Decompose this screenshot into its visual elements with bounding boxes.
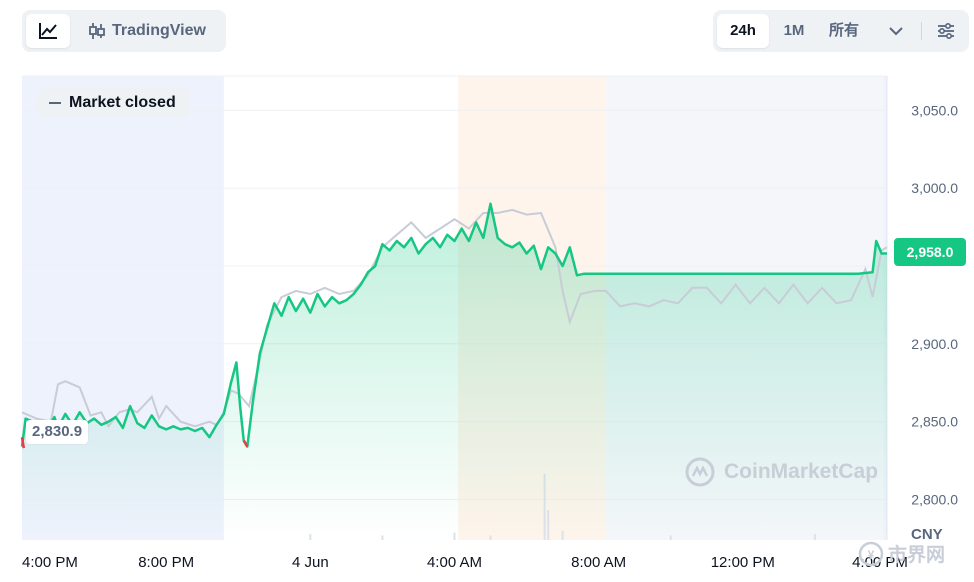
range-1m-button[interactable]: 1M xyxy=(783,22,805,39)
market-status-text: Market closed xyxy=(69,94,176,111)
coin-logo-icon: ¥ xyxy=(858,541,884,566)
y-tick-label: 3,000.0 xyxy=(911,180,958,196)
dash-icon xyxy=(49,102,61,104)
coinmarketcap-logo-icon xyxy=(685,457,715,487)
sliders-icon[interactable] xyxy=(933,18,959,44)
comparison-line xyxy=(21,208,888,429)
range-24h-button[interactable]: 24h xyxy=(717,14,769,48)
watermark-text: CoinMarketCap xyxy=(724,460,879,483)
market-status-badge: Market closed xyxy=(37,88,190,118)
time-range-toolbar: 24h 1M 所有 xyxy=(713,10,969,52)
svg-text:¥: ¥ xyxy=(868,548,875,562)
x-tick-label: 4:00 PM xyxy=(22,554,78,571)
toolbar-divider xyxy=(921,22,922,40)
line-chart-icon xyxy=(39,23,57,39)
x-tick-label: 4 Jun xyxy=(292,554,329,571)
corner-logo-text: 市界网 xyxy=(888,545,946,566)
x-tick-label: 4:00 AM xyxy=(427,554,482,571)
currency-label: CNY xyxy=(911,526,943,543)
price-line-down-segment xyxy=(20,437,26,449)
x-tick-label: 8:00 AM xyxy=(571,554,626,571)
price-line xyxy=(20,202,887,448)
x-tick-label: 8:00 PM xyxy=(138,554,194,571)
price-line-down-segment xyxy=(242,439,249,448)
y-tick-label: 3,050.0 xyxy=(911,102,958,118)
candlestick-icon xyxy=(89,23,105,39)
coinmarketcap-watermark: CoinMarketCap xyxy=(684,456,878,488)
tradingview-label: TradingView xyxy=(112,22,206,39)
low-price-label: 2,830.9 xyxy=(26,420,89,444)
line-chart-button[interactable] xyxy=(26,14,70,48)
range-all-button[interactable]: 所有 xyxy=(828,22,859,39)
tradingview-button[interactable]: TradingView xyxy=(88,10,206,52)
price-area xyxy=(22,203,887,540)
x-tick-label: 12:00 PM xyxy=(711,554,775,571)
y-tick-label: 2,850.0 xyxy=(911,414,958,430)
current-price-tag: 2,958.0 xyxy=(894,238,966,266)
chevron-down-icon[interactable] xyxy=(883,18,909,44)
y-tick-label: 2,800.0 xyxy=(911,492,958,508)
y-tick-label: 2,900.0 xyxy=(911,336,958,352)
corner-logo: ¥ 市界网 xyxy=(858,540,945,567)
x-tick-label: 4:00 PM xyxy=(852,554,908,571)
chart-type-toolbar: TradingView xyxy=(22,10,226,52)
